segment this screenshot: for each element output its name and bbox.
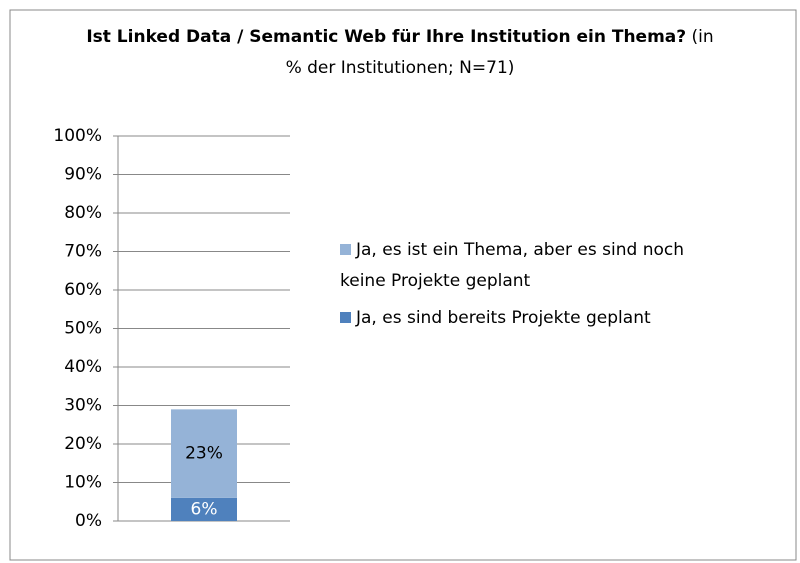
legend-label: Ja, es sind bereits Projekte geplant: [356, 308, 651, 328]
chart-subtitle: (in % der Institutionen; N=71): [285, 27, 714, 78]
y-tick-label: 50%: [64, 319, 102, 339]
legend-entry: Ja, es ist ein Thema, aber es sind noch …: [340, 235, 720, 297]
legend-entry: Ja, es sind bereits Projekte geplant: [340, 303, 760, 334]
y-tick-label: 100%: [53, 126, 102, 146]
data-label: 23%: [185, 444, 223, 464]
y-tick-label: 60%: [64, 280, 102, 300]
legend-swatch: [340, 312, 351, 323]
legend-swatch: [340, 244, 351, 255]
y-tick-label: 90%: [64, 165, 102, 185]
bar-segment: [171, 409, 237, 498]
y-tick-label: 80%: [64, 203, 102, 223]
y-tick-label: 20%: [64, 434, 102, 454]
y-tick-label: 10%: [64, 473, 102, 493]
title-block: Ist Linked Data / Semantic Web für Ihre …: [80, 22, 720, 84]
chart-title: Ist Linked Data / Semantic Web für Ihre …: [86, 27, 687, 47]
y-tick-label: 30%: [64, 396, 102, 416]
y-tick-label: 0%: [75, 511, 102, 531]
legend-label: Ja, es ist ein Thema, aber es sind noch …: [340, 240, 684, 291]
y-tick-label: 40%: [64, 357, 102, 377]
data-label: 6%: [191, 499, 218, 519]
y-tick-label: 70%: [64, 242, 102, 262]
chart-border: [9, 9, 797, 561]
bar-segment: [171, 497, 237, 521]
